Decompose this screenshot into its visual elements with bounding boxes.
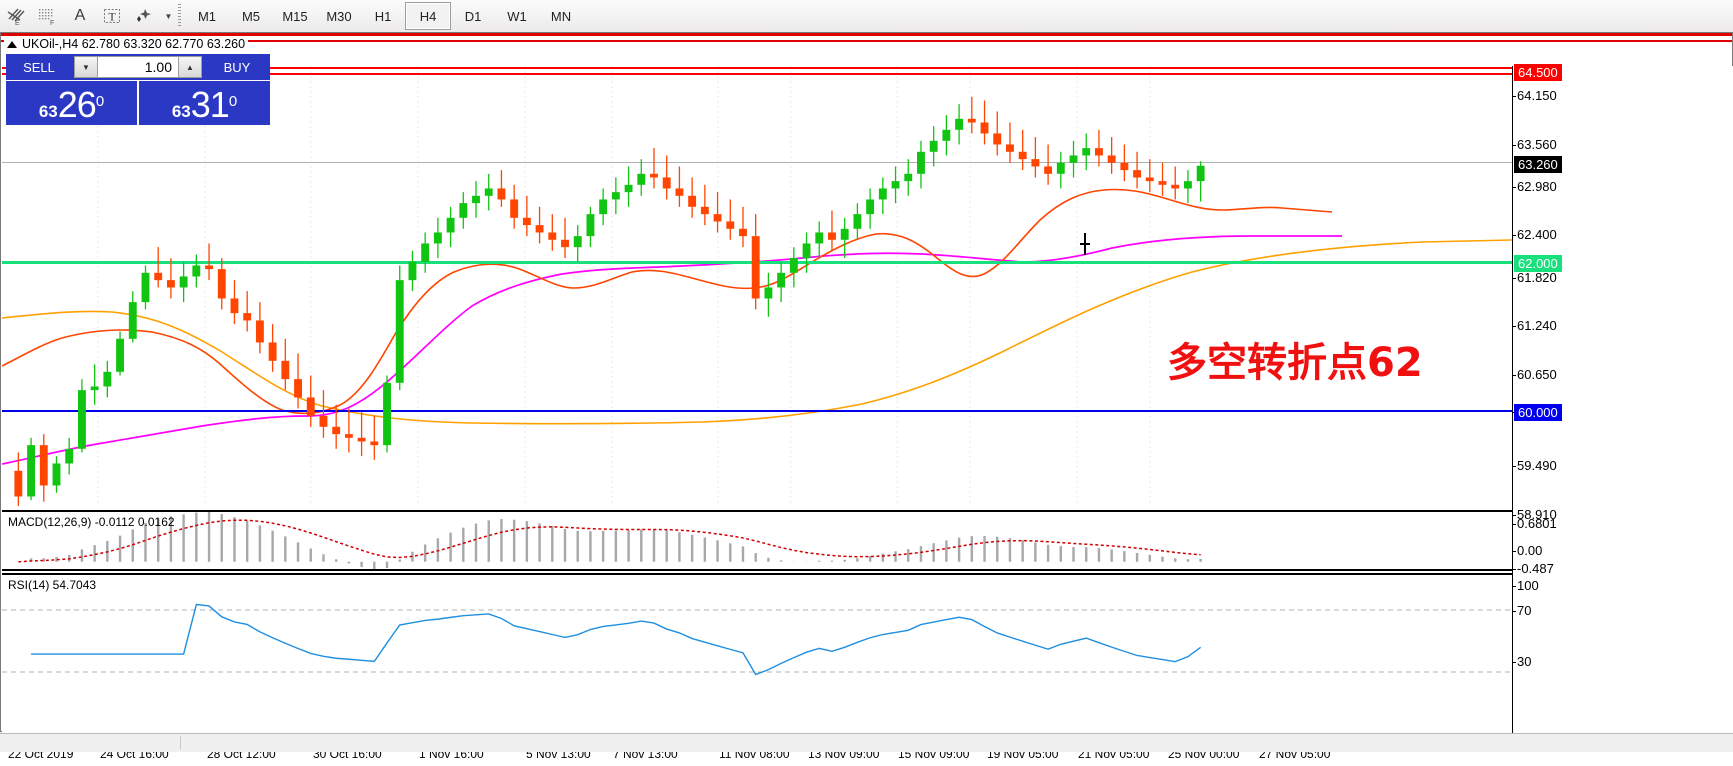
timeframe-m5[interactable]: M5 (241, 8, 261, 24)
macd-svg (18, 512, 1202, 569)
volume-decrement-button[interactable]: ▼ (74, 56, 98, 78)
support-label-62: 62.000 (1514, 255, 1562, 272)
timeframe-mn[interactable]: MN (550, 8, 572, 24)
objects-glyph (137, 9, 151, 22)
macd-pane[interactable]: MACD(12,26,9) -0.0112 0.0162 (2, 510, 1733, 571)
rsi-tick-30: 30 (1511, 654, 1532, 669)
buy-price-big-figure: 63 (171, 102, 191, 121)
macd-tick-zero: 0.00 (1511, 543, 1543, 558)
bid-price-line (2, 162, 1512, 163)
buy-price-pips: 31 (190, 84, 230, 125)
grid-f-icon[interactable]: F (32, 1, 64, 31)
svg-text:E: E (15, 20, 20, 26)
svg-text:F: F (50, 20, 54, 26)
text-label-t-glyph: T (104, 9, 120, 24)
timeframe-h4[interactable]: H4 (405, 2, 451, 30)
timeframe-h1[interactable]: H1 (374, 8, 392, 24)
price-tick-61240: 61.240 (1512, 318, 1557, 333)
chart-frame: 多空转折点62 MACD(12,26,9) -0.0112 0.0162 RSI… (0, 32, 1733, 766)
crosshair-horizontal (1080, 243, 1090, 245)
price-tick-63560: 63.560 (1512, 137, 1557, 152)
volume-increment-button[interactable]: ▲ (178, 56, 202, 78)
octp-header-row: SELL ▼ 1.00 ▲ BUY (6, 54, 270, 80)
price-plot[interactable] (2, 66, 1512, 506)
support-line-62[interactable] (2, 261, 1512, 264)
price-tick-60650: 60.650 (1512, 367, 1557, 382)
ma-fast-line (2, 188, 1333, 415)
timeframe-d1[interactable]: D1 (464, 8, 482, 24)
macd-signal-line (18, 519, 1201, 563)
sell-button[interactable]: SELL (6, 54, 72, 80)
price-svg (2, 66, 1512, 506)
price-tick-59490: 59.490 (1512, 458, 1557, 473)
buy-price-fraction: 0 (228, 93, 238, 110)
crosshair-e-glyph: E (7, 8, 25, 26)
up-arrow-icon (7, 40, 17, 48)
rsi-series-line (31, 603, 1202, 676)
crosshair-e-icon[interactable]: E (0, 1, 32, 31)
chart-annotation-text: 多空转折点62 (1167, 340, 1423, 386)
sell-price-big-figure: 63 (38, 102, 58, 121)
timeframe-m15[interactable]: M15 (282, 8, 308, 24)
objects-dropdown-icon[interactable]: ▼ (160, 1, 176, 31)
support-label-60: 60.000 (1514, 404, 1562, 421)
macd-histogram (29, 512, 1202, 569)
rsi-pane[interactable]: RSI(14) 54.7043 (2, 573, 1733, 741)
toolbar-drag-handle[interactable] (178, 4, 181, 28)
volume-input[interactable]: 1.00 (98, 56, 178, 78)
price-tick-61820: 61.820 (1512, 270, 1557, 285)
status-cell-1 (0, 736, 181, 750)
macd-plot[interactable] (2, 512, 1512, 569)
price-tick-62980: 62.980 (1512, 179, 1557, 194)
macd-label: MACD(12,26,9) -0.0112 0.0162 (8, 515, 175, 529)
macd-tick-high: 0.6801 (1512, 516, 1557, 531)
grid-f-glyph: F (39, 9, 54, 26)
rsi-tick-70: 70 (1511, 603, 1532, 618)
objects-icon[interactable] (128, 1, 160, 31)
crosshair-cursor (1080, 233, 1092, 255)
text-label-t-icon[interactable]: T (96, 1, 128, 31)
sell-price-pips: 26 (57, 84, 97, 125)
buy-button[interactable]: BUY (204, 54, 270, 80)
symbol-ohlc-bar: UKOil-,H4 62.780 63.320 62.770 63.260 (4, 36, 249, 52)
price-axis[interactable]: 64.150 63.560 62.980 62.400 61.820 61.24… (1511, 64, 1733, 741)
status-cell-2 (181, 736, 1733, 750)
rsi-plot[interactable] (2, 575, 1512, 741)
rsi-svg (2, 603, 1512, 676)
sell-price-fraction: 0 (95, 93, 105, 110)
price-tick-62400: 62.400 (1512, 227, 1557, 242)
timeframe-w1[interactable]: W1 (507, 8, 527, 24)
price-tick-64150: 64.150 (1512, 88, 1557, 103)
buy-price-cell[interactable]: 63 31 0 (139, 81, 270, 125)
timeframe-m1[interactable]: M1 (197, 8, 217, 24)
bid-price-label: 63.260 (1514, 156, 1562, 173)
text-a-icon[interactable]: A (74, 7, 86, 24)
chart-top-border-red-2 (1, 40, 1732, 42)
volume-control[interactable]: ▼ 1.00 ▲ (72, 54, 204, 80)
rsi-tick-100: 100 (1512, 578, 1539, 593)
ask-price-label: 64.500 (1514, 64, 1562, 81)
price-pane[interactable]: 多空转折点62 (2, 66, 1733, 506)
main-toolbar: E F A T (0, 0, 1733, 33)
status-bar (0, 733, 1733, 752)
chevron-down-icon: ▼ (164, 11, 173, 21)
price-tick-58910: 58.910 (1512, 507, 1557, 522)
sell-price-cell[interactable]: 63 26 0 (6, 81, 137, 125)
ask-price-line (2, 67, 1512, 69)
octp-price-row: 63 26 0 63 31 0 (6, 81, 270, 125)
ask-price-line-2 (2, 73, 1512, 75)
timeframe-m30[interactable]: M30 (326, 8, 352, 24)
svg-text:T: T (108, 10, 116, 24)
macd-tick-low: -0.487 (1512, 561, 1554, 576)
rsi-label: RSI(14) 54.7043 (8, 578, 97, 592)
symbol-ohlc-text: UKOil-,H4 62.780 63.320 62.770 63.260 (22, 37, 246, 51)
support-line-60[interactable] (2, 410, 1512, 412)
chart-top-border-red (1, 33, 1732, 36)
ma-mid-line (2, 235, 1342, 465)
one-click-trading-panel[interactable]: SELL ▼ 1.00 ▲ BUY 63 26 0 63 31 0 (6, 54, 270, 125)
ma-slow-line (2, 239, 1512, 425)
